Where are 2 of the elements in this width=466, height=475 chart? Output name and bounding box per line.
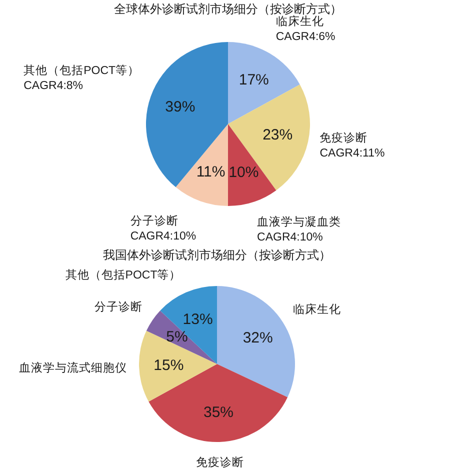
title: 全球体外诊断试剂市场细分（按诊断方式） [114, 2, 342, 16]
title: 我国体外诊断试剂市场细分（按诊断方式） [103, 248, 331, 262]
